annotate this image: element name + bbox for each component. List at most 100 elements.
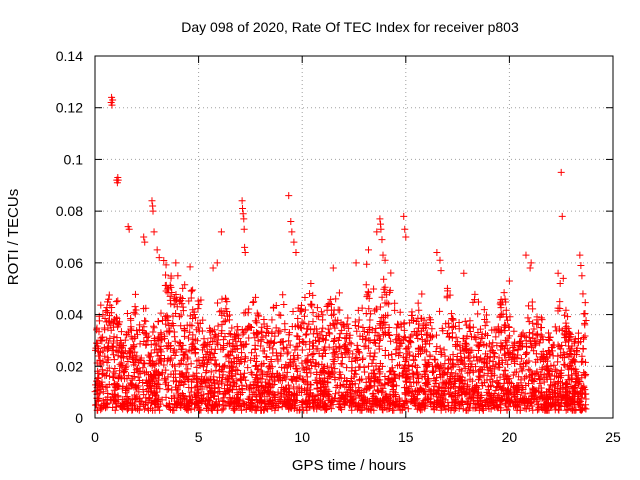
data-point (109, 368, 117, 376)
data-point (368, 359, 376, 367)
data-point (329, 264, 337, 272)
data-point (149, 207, 157, 215)
data-point (501, 350, 509, 358)
data-point (211, 401, 219, 409)
data-point (466, 357, 474, 365)
data-point (530, 386, 538, 394)
data-point (240, 225, 248, 233)
data-point (197, 397, 205, 405)
data-point (209, 264, 217, 272)
data-point (233, 342, 241, 350)
data-point (365, 336, 373, 344)
data-point (468, 394, 476, 402)
data-point (346, 381, 354, 389)
data-point (140, 305, 148, 313)
y-tick-label: 0.06 (56, 255, 83, 271)
data-point (510, 347, 518, 355)
data-point (266, 365, 274, 373)
data-point (285, 331, 293, 339)
data-point (396, 308, 404, 316)
data-point (418, 290, 426, 298)
data-point (487, 343, 495, 351)
data-point (500, 370, 508, 378)
data-point (426, 387, 434, 395)
data-point (400, 326, 408, 334)
data-point (367, 382, 375, 390)
data-point (544, 370, 552, 378)
data-point (375, 400, 383, 408)
data-point (305, 320, 313, 328)
data-point (497, 346, 505, 354)
data-point (260, 347, 268, 355)
data-point (466, 327, 474, 335)
data-point (110, 333, 118, 341)
data-point (98, 366, 106, 374)
data-point (543, 354, 551, 362)
data-point (266, 343, 274, 351)
x-tick-label: 0 (91, 429, 99, 445)
data-point (122, 362, 130, 370)
data-point (413, 371, 421, 379)
data-point (221, 385, 229, 393)
data-point (225, 368, 233, 376)
data-point (526, 389, 534, 397)
data-point (219, 345, 227, 353)
data-point (531, 337, 539, 345)
data-point (384, 376, 392, 384)
data-point (274, 357, 282, 365)
data-point (497, 311, 505, 319)
data-point (263, 353, 271, 361)
data-point (142, 340, 150, 348)
data-point (540, 352, 548, 360)
data-point (454, 338, 462, 346)
data-point (95, 328, 103, 336)
data-point (459, 385, 467, 393)
data-point (252, 293, 260, 301)
data-point (305, 393, 313, 401)
data-point (183, 321, 191, 329)
data-point (572, 365, 580, 373)
data-point (444, 365, 452, 373)
data-point (386, 390, 394, 398)
data-point (408, 308, 416, 316)
data-point (280, 345, 288, 353)
data-point (440, 369, 448, 377)
data-point (514, 345, 522, 353)
data-point (573, 344, 581, 352)
data-point (139, 386, 147, 394)
data-point (207, 368, 215, 376)
x-tick-label: 5 (195, 429, 203, 445)
data-point (289, 308, 297, 316)
data-point (389, 378, 397, 386)
data-point (111, 406, 119, 414)
data-point (582, 401, 590, 409)
data-point (257, 336, 265, 344)
data-point (573, 375, 581, 383)
data-point (564, 376, 572, 384)
data-point (363, 293, 371, 301)
data-point (492, 333, 500, 341)
x-tick-label: 20 (502, 429, 518, 445)
data-point (478, 366, 486, 374)
data-point (167, 322, 175, 330)
data-point (507, 379, 515, 387)
data-point (208, 406, 216, 414)
data-point (466, 317, 474, 325)
data-point (545, 403, 553, 411)
data-point (366, 316, 374, 324)
data-point (387, 394, 395, 402)
data-point (167, 272, 175, 280)
data-point (288, 376, 296, 384)
data-point (162, 261, 170, 269)
data-point (142, 330, 150, 338)
data-point (118, 348, 126, 356)
data-point (539, 336, 547, 344)
data-point (249, 298, 257, 306)
data-point (257, 390, 265, 398)
data-point (423, 362, 431, 370)
data-point (496, 373, 504, 381)
data-point (517, 376, 525, 384)
data-point (165, 342, 173, 350)
data-point (193, 326, 201, 334)
data-point (212, 366, 220, 374)
